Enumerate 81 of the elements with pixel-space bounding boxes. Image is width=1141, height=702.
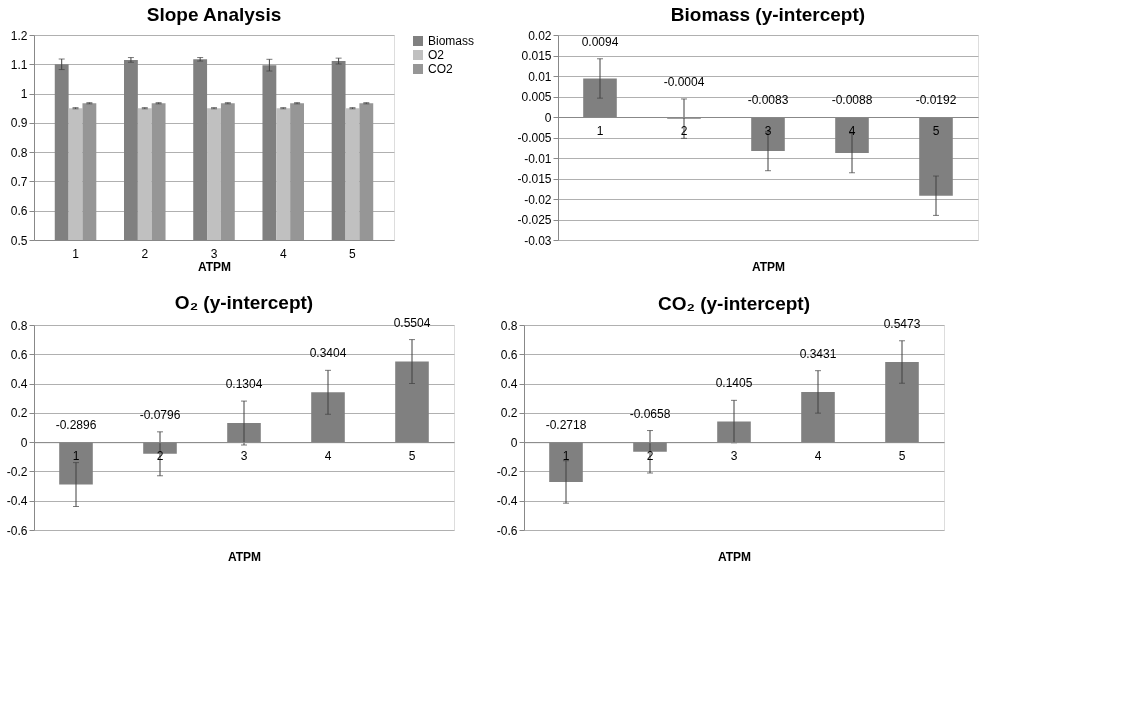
y-tick-label: 0.6 (10, 204, 28, 219)
y-tick-label: 0 (544, 110, 552, 125)
y-tick-label: -0.01 (524, 151, 552, 166)
y-tick-label: 1.1 (10, 57, 28, 72)
data-label: -0.2718 (545, 418, 587, 433)
x-tick-label: 3 (210, 246, 218, 261)
x-tick-label: 3 (240, 448, 248, 463)
data-label: 0.3404 (309, 346, 347, 361)
x-tick-label: 4 (848, 123, 856, 138)
data-label: 0.1405 (715, 376, 753, 391)
chart-title: Slope Analysis (146, 4, 282, 25)
y-tick-label: -0.015 (517, 172, 552, 186)
chart-title: Biomass (y-intercept) (670, 4, 866, 25)
y-tick-label: 0 (20, 435, 28, 450)
y-tick-label: -0.4 (496, 494, 518, 509)
data-label: 0.5504 (393, 315, 431, 330)
data-label: -0.0004 (663, 74, 705, 89)
legend-label: Biomass (428, 34, 475, 48)
legend-label: CO2 (428, 62, 453, 76)
y-tick-label: -0.03 (524, 233, 552, 248)
x-tick-label: 2 (680, 123, 688, 138)
chart-title: CO₂ (y-intercept) (657, 292, 811, 314)
y-tick-label: 0.005 (521, 90, 552, 104)
x-tick-label: 4 (279, 246, 287, 261)
x-tick-label: 1 (72, 246, 80, 261)
data-label: -0.0658 (629, 406, 671, 421)
y-tick-label: 0.4 (500, 377, 518, 392)
y-tick-label: 0.7 (10, 174, 28, 189)
y-tick-label: 0.8 (500, 318, 518, 333)
y-tick-label: -0.4 (6, 494, 28, 509)
x-tick-label: 5 (898, 448, 906, 463)
y-tick-label: -0.2 (496, 464, 518, 479)
x-tick-label: 1 (72, 448, 80, 463)
data-label: -0.2896 (55, 418, 97, 433)
y-tick-label: 0.4 (10, 377, 28, 392)
x-tick-label: 2 (156, 448, 164, 463)
x-tick-label: 1 (596, 123, 604, 138)
data-label: 0.1304 (225, 377, 263, 392)
x-tick-label: 4 (814, 448, 822, 463)
x-axis-title: ATPM (197, 259, 232, 274)
y-tick-label: 0.2 (10, 406, 28, 421)
data-label: -0.0796 (139, 407, 181, 422)
y-tick-label: -0.005 (517, 131, 552, 145)
legend-label: O2 (428, 48, 445, 62)
data-label: -0.0192 (915, 93, 957, 107)
x-tick-label: 3 (764, 123, 772, 138)
y-tick-label: -0.025 (517, 213, 552, 227)
y-tick-label: 0.01 (528, 69, 552, 84)
x-axis-title: ATPM (717, 549, 752, 564)
x-axis-title: ATPM (227, 549, 262, 564)
y-tick-label: 0.8 (10, 318, 28, 333)
y-tick-label: 0.015 (521, 49, 552, 63)
y-tick-label: 0.2 (500, 406, 518, 421)
y-tick-label: 0.6 (500, 347, 518, 362)
y-tick-label: 0.6 (10, 347, 28, 362)
data-label: 0.5473 (883, 316, 921, 331)
y-tick-label: 0.02 (528, 28, 552, 43)
chart-title: O₂ (y-intercept) (174, 291, 314, 313)
y-tick-label: 0.9 (10, 116, 28, 131)
y-tick-label: 0 (510, 435, 518, 450)
y-tick-label: -0.6 (6, 523, 28, 538)
x-tick-label: 4 (324, 448, 332, 463)
x-tick-label: 2 (646, 448, 654, 463)
x-tick-label: 1 (562, 448, 570, 463)
x-tick-label: 3 (730, 448, 738, 463)
data-label: -0.0083 (747, 93, 789, 107)
y-tick-label: -0.2 (6, 464, 28, 479)
y-tick-label: 0.5 (10, 233, 28, 248)
x-tick-label: 2 (141, 246, 149, 261)
x-tick-label: 5 (349, 246, 357, 261)
y-tick-label: -0.02 (524, 192, 552, 207)
x-tick-label: 5 (408, 448, 416, 463)
data-label: -0.0088 (831, 93, 873, 107)
y-tick-label: 1 (20, 87, 28, 102)
y-tick-label: 0.8 (10, 145, 28, 160)
data-label: 0.3431 (799, 346, 837, 361)
x-tick-label: 5 (932, 123, 940, 138)
y-tick-label: -0.6 (496, 523, 518, 538)
data-label: 0.0094 (581, 34, 619, 49)
y-tick-label: 1.2 (10, 28, 28, 43)
x-axis-title: ATPM (751, 259, 786, 274)
